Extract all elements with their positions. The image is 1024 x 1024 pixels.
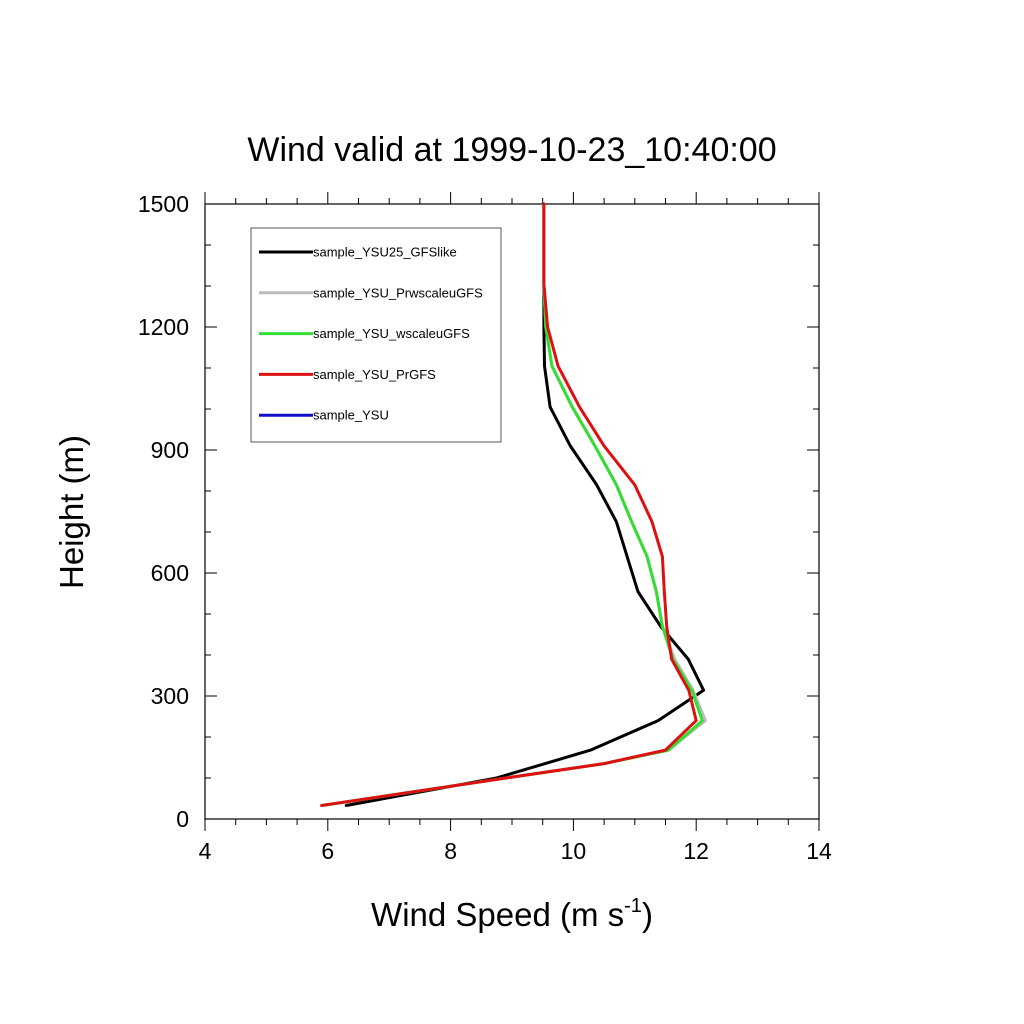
y-tick-label: 600 <box>151 560 189 586</box>
x-axis-label-superscript: -1 <box>624 895 642 917</box>
legend-label-3: sample_YSU_PrGFS <box>313 367 436 382</box>
x-axis-label-close: ) <box>642 896 653 933</box>
x-axis-label: Wind Speed (m s-1) <box>371 895 653 933</box>
series-line-0 <box>344 202 706 807</box>
y-tick-label: 1500 <box>138 191 189 217</box>
x-tick-label: 8 <box>444 838 457 864</box>
legend-label-0: sample_YSU25_GFSlike <box>313 245 457 260</box>
axis-ticks: 4 6 8 10 12 14 0 300 600 900 1200 1500 <box>138 191 832 864</box>
legend-label-1: sample_YSU_PrwscaleuGFS <box>313 285 483 300</box>
legend: sample_YSU25_GFSlike sample_YSU_Prwscaleu… <box>250 227 502 443</box>
y-tick-label: 0 <box>176 806 189 832</box>
series-line-3 <box>320 202 698 807</box>
legend-label-4: sample_YSU <box>313 408 389 423</box>
y-tick-label: 1200 <box>138 314 189 340</box>
x-axis-label-main: Wind Speed (m s <box>371 896 624 933</box>
x-tick-label: 4 <box>199 838 212 864</box>
legend-label-2: sample_YSU_wscaleuGFS <box>313 326 470 341</box>
y-tick-label: 900 <box>151 437 189 463</box>
x-tick-label: 6 <box>321 838 334 864</box>
x-tick-label: 12 <box>683 838 709 864</box>
x-tick-label: 14 <box>806 838 832 864</box>
y-tick-label: 300 <box>151 683 189 709</box>
x-tick-label: 10 <box>561 838 587 864</box>
series-lines <box>320 202 707 807</box>
chart-title: Wind valid at 1999-10-23_10:40:00 <box>247 131 776 169</box>
y-axis-label: Height (m) <box>53 435 90 589</box>
